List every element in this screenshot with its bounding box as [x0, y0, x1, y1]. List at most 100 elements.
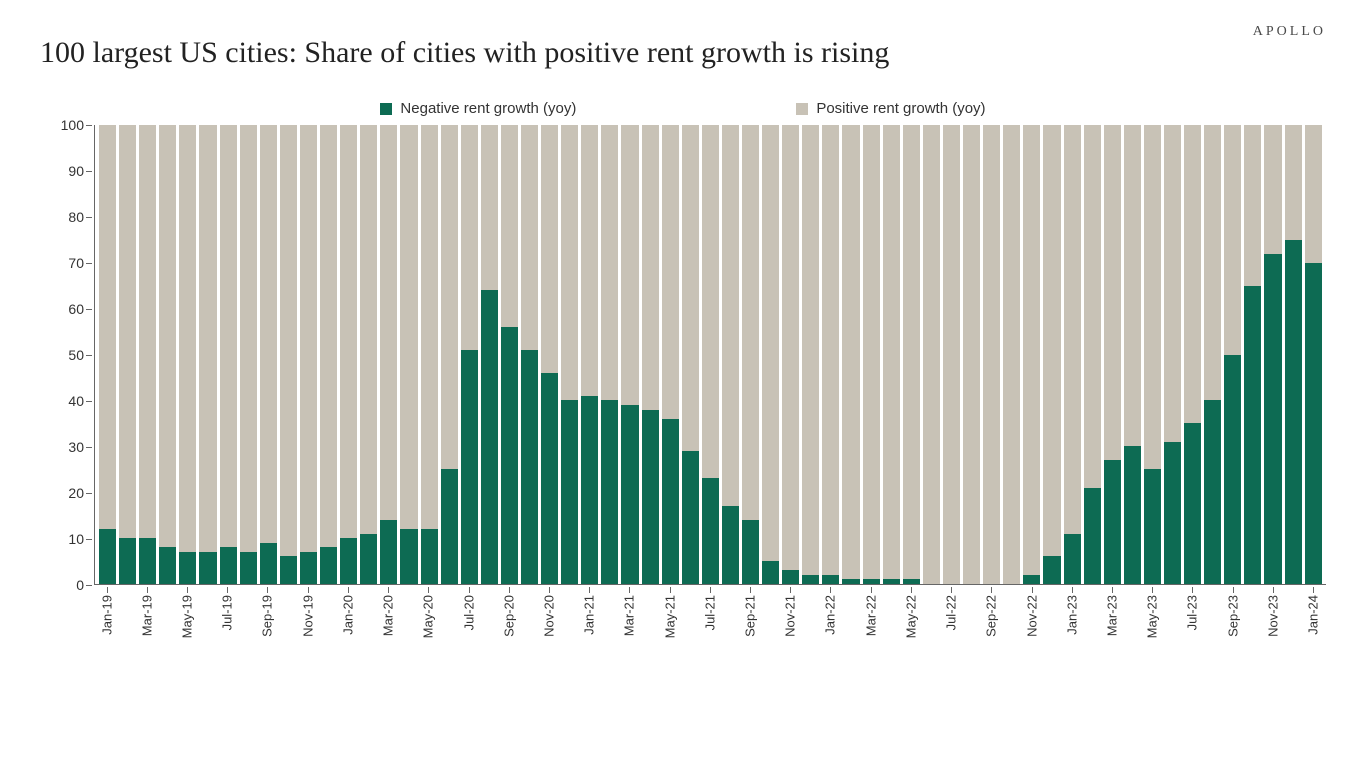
bar-positive [260, 125, 277, 543]
x-tick-label: May-23 [1145, 595, 1160, 638]
bar-positive [1164, 125, 1181, 442]
x-tick [1043, 587, 1060, 647]
bar-negative [621, 405, 638, 584]
y-tick: 30 [40, 439, 84, 455]
bar-column [1023, 125, 1040, 584]
x-tick: May-23 [1144, 587, 1161, 647]
bar-negative [561, 400, 578, 584]
bar-column [240, 125, 257, 584]
bar-negative [320, 547, 337, 584]
bar-positive [822, 125, 839, 575]
bar-column [501, 125, 518, 584]
bar-positive [220, 125, 237, 547]
x-tick-label: Jul-21 [702, 595, 717, 630]
x-tick-label: Mar-19 [139, 595, 154, 636]
x-tick-label: Sep-19 [260, 595, 275, 637]
x-tick [762, 587, 779, 647]
bar-column [220, 125, 237, 584]
bar-negative [1124, 446, 1141, 584]
y-tick: 20 [40, 485, 84, 501]
x-tick-label: Jan-22 [823, 595, 838, 635]
x-tick [359, 587, 376, 647]
bar-positive [561, 125, 578, 400]
bar-negative [380, 520, 397, 584]
x-tick: Mar-21 [621, 587, 638, 647]
bar-column [662, 125, 679, 584]
bar-positive [903, 125, 920, 579]
x-tick: May-20 [420, 587, 437, 647]
page: APOLLO 100 largest US cities: Share of c… [0, 0, 1366, 768]
bar-positive [280, 125, 297, 556]
bar-positive [863, 125, 880, 579]
x-tick [922, 587, 939, 647]
bar-column [1124, 125, 1141, 584]
bar-positive [842, 125, 859, 579]
bar-column [481, 125, 498, 584]
x-tick: Sep-21 [742, 587, 759, 647]
bar-positive [802, 125, 819, 575]
bar-negative [240, 552, 257, 584]
bar-column [199, 125, 216, 584]
x-tick: Mar-22 [862, 587, 879, 647]
x-tick: May-22 [902, 587, 919, 647]
x-tick: Nov-23 [1264, 587, 1281, 647]
bar-column [1244, 125, 1261, 584]
bar-negative [903, 579, 920, 584]
bar-negative [883, 579, 900, 584]
bar-negative [481, 290, 498, 584]
bar-negative [1043, 556, 1060, 584]
bar-negative [179, 552, 196, 584]
bar-column [421, 125, 438, 584]
bar-column [742, 125, 759, 584]
bar-negative [722, 506, 739, 584]
bar-negative [360, 534, 377, 584]
bar-column [1003, 125, 1020, 584]
bar-positive [1104, 125, 1121, 460]
legend-item-negative: Negative rent growth (yoy) [380, 100, 576, 117]
bar-column [1144, 125, 1161, 584]
bar-positive [1023, 125, 1040, 575]
bar-positive [99, 125, 116, 529]
bar-column [300, 125, 317, 584]
bar-column [441, 125, 458, 584]
bar-column [581, 125, 598, 584]
bar-column [1043, 125, 1060, 584]
bar-positive [642, 125, 659, 410]
x-tick-label: Mar-20 [381, 595, 396, 636]
x-tick-label: Jul-23 [1185, 595, 1200, 630]
x-tick: Jul-21 [701, 587, 718, 647]
x-tick-label: Jan-19 [99, 595, 114, 635]
bar-column [943, 125, 960, 584]
bar-negative [601, 400, 618, 584]
bar-positive [963, 125, 980, 584]
bar-negative [441, 469, 458, 584]
x-tick-label: Jul-19 [220, 595, 235, 630]
x-tick [842, 587, 859, 647]
bar-column [863, 125, 880, 584]
bar-column [1064, 125, 1081, 584]
bar-column [139, 125, 156, 584]
bar-positive [1305, 125, 1322, 263]
bar-negative [99, 529, 116, 584]
x-tick [1083, 587, 1100, 647]
bar-negative [421, 529, 438, 584]
x-tick [118, 587, 135, 647]
bar-positive [1124, 125, 1141, 446]
x-tick: Jul-22 [943, 587, 960, 647]
bar-positive [340, 125, 357, 538]
bar-positive [441, 125, 458, 469]
y-tick: 50 [40, 347, 84, 363]
x-tick-label: Jul-22 [944, 595, 959, 630]
x-tick: Mar-23 [1103, 587, 1120, 647]
bar-negative [742, 520, 759, 584]
bar-column [1204, 125, 1221, 584]
x-tick: Mar-20 [380, 587, 397, 647]
bar-negative [581, 396, 598, 584]
legend-swatch-negative [380, 103, 392, 115]
y-axis: 0102030405060708090100 [40, 125, 94, 585]
bar-negative [1064, 534, 1081, 584]
x-tick [681, 587, 698, 647]
bar-positive [320, 125, 337, 547]
bar-positive [501, 125, 518, 327]
bar-column [1104, 125, 1121, 584]
